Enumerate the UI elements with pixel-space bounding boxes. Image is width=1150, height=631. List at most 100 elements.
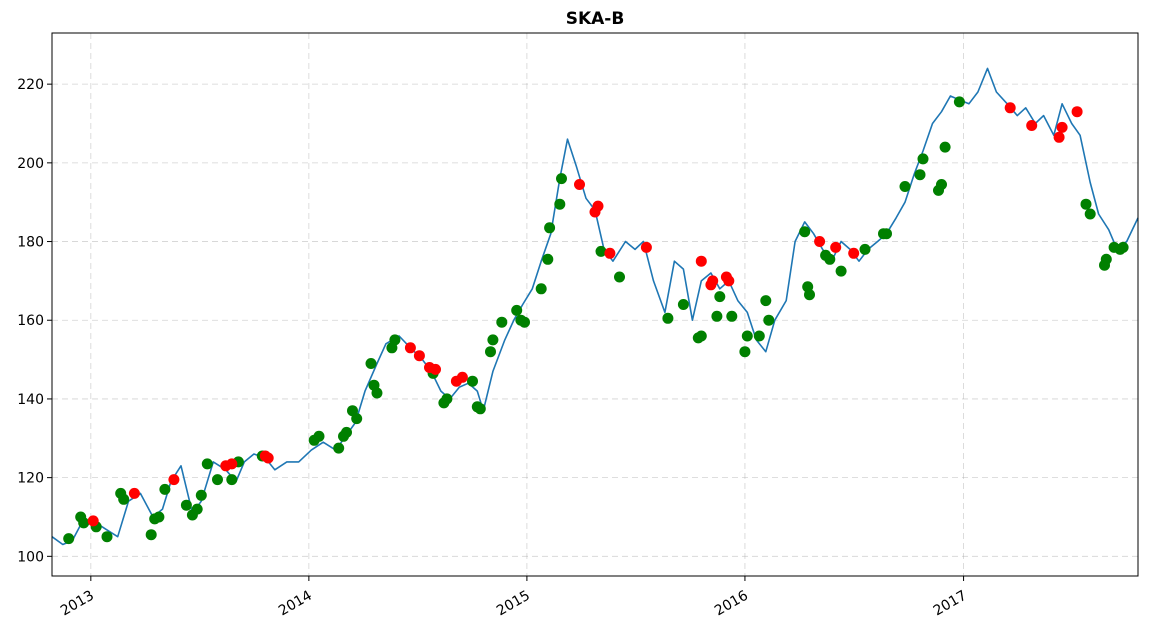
- buy-signal-point: [145, 529, 157, 541]
- buy-signal-point: [556, 173, 567, 185]
- sell-signal-point: [456, 371, 468, 383]
- sell-signal-point: [226, 458, 238, 470]
- sell-signal-point: [830, 241, 842, 253]
- buy-signal-point: [467, 375, 478, 387]
- buy-signal-point: [544, 222, 556, 234]
- buy-signal-point: [441, 393, 453, 405]
- buy-signal-point: [835, 265, 847, 277]
- sell-signal-point: [640, 241, 652, 253]
- buy-signal-point: [212, 474, 223, 486]
- buy-signal-point: [519, 316, 530, 328]
- buy-signal-point: [899, 181, 911, 192]
- x-tick-label: 2017: [931, 588, 970, 620]
- buy-signal-point: [859, 243, 871, 255]
- sell-signal-point: [128, 487, 140, 499]
- buy-signal-point: [1117, 241, 1129, 253]
- buy-signal-point: [1084, 208, 1096, 220]
- y-tick-label: 120: [17, 471, 44, 487]
- buy-signal-point: [824, 253, 836, 265]
- y-tick-label: 180: [17, 235, 44, 251]
- buy-signal-point: [511, 304, 523, 316]
- buy-signal-point: [917, 153, 929, 165]
- y-tick-label: 140: [17, 392, 44, 408]
- buy-signal-point: [201, 458, 213, 470]
- buy-signal-point: [614, 271, 625, 283]
- sell-signal-point: [262, 452, 274, 464]
- sell-signal-point: [1053, 131, 1065, 143]
- buy-signal-point: [695, 330, 707, 342]
- buy-signal-point: [1100, 253, 1112, 265]
- x-tick-label: 2014: [276, 588, 315, 620]
- buy-signal-point: [333, 442, 345, 454]
- sell-signal-point: [574, 179, 585, 190]
- buy-signal-point: [365, 358, 377, 369]
- buy-signal-point: [711, 310, 723, 322]
- buy-signal-point: [118, 493, 130, 505]
- buy-signal-point: [953, 96, 965, 108]
- sell-signal-point: [168, 474, 180, 486]
- buy-signal-point: [939, 141, 951, 153]
- buy-signal-point: [1080, 198, 1092, 210]
- sell-signal-point: [723, 275, 735, 287]
- sell-markers-layer: [87, 102, 1083, 527]
- buy-signal-point: [485, 346, 496, 358]
- buy-signal-point: [101, 531, 113, 543]
- buy-signal-point: [760, 295, 772, 307]
- buy-signal-point: [496, 316, 508, 328]
- buy-signal-point: [226, 474, 238, 486]
- price-series-line: [51, 67, 1139, 546]
- sell-signal-point: [707, 275, 719, 287]
- buy-signal-point: [351, 413, 363, 425]
- y-tick-label: 160: [17, 313, 44, 329]
- sell-signal-point: [413, 350, 425, 362]
- buy-signal-point: [741, 330, 753, 342]
- buy-signal-point: [191, 503, 203, 515]
- buy-signal-point: [78, 517, 90, 529]
- sell-signal-point: [1004, 102, 1016, 114]
- y-tick-label: 220: [17, 77, 44, 93]
- buy-signal-point: [936, 179, 947, 190]
- buy-signal-point: [313, 430, 325, 442]
- sell-signal-point: [87, 515, 99, 527]
- sell-signal-point: [1026, 120, 1038, 131]
- buy-signal-point: [763, 314, 775, 326]
- sell-signal-point: [592, 200, 604, 212]
- plot-frame: [51, 32, 1139, 577]
- buy-signal-point: [726, 310, 738, 322]
- buy-signal-point: [595, 245, 607, 257]
- buy-signal-point: [804, 289, 815, 301]
- buy-signal-point: [677, 299, 689, 310]
- x-tick-label: 2015: [494, 588, 533, 620]
- buy-signal-point: [487, 334, 499, 346]
- sell-signal-point: [695, 255, 707, 267]
- buy-signal-point: [195, 489, 207, 501]
- buy-signal-point: [753, 330, 765, 342]
- buy-signal-point: [881, 228, 892, 240]
- sell-signal-point: [1056, 121, 1068, 133]
- buy-signal-point: [739, 346, 751, 358]
- buy-signal-point: [535, 283, 547, 295]
- sell-signal-point: [814, 236, 826, 247]
- y-tick-label: 200: [17, 156, 44, 172]
- buy-signal-point: [371, 387, 383, 399]
- chart-title: SKA-B: [566, 9, 625, 29]
- buy-signal-point: [474, 403, 486, 415]
- buy-markers-layer: [63, 96, 1129, 545]
- sell-signal-point: [430, 363, 441, 375]
- sell-signal-point: [848, 247, 860, 259]
- buy-signal-point: [159, 483, 171, 495]
- buy-signal-point: [389, 334, 401, 346]
- sell-signal-point: [604, 247, 616, 259]
- price-line-layer: [51, 67, 1139, 546]
- buy-signal-point: [662, 312, 674, 324]
- x-tick-label: 2013: [58, 588, 97, 620]
- buy-signal-point: [341, 426, 352, 438]
- sell-signal-point: [1071, 106, 1083, 118]
- y-tick-label: 100: [17, 549, 44, 565]
- buy-signal-point: [153, 511, 165, 523]
- buy-signal-point: [914, 169, 926, 181]
- buy-signal-point: [799, 226, 811, 238]
- buy-signal-point: [63, 533, 75, 545]
- buy-signal-point: [554, 198, 566, 210]
